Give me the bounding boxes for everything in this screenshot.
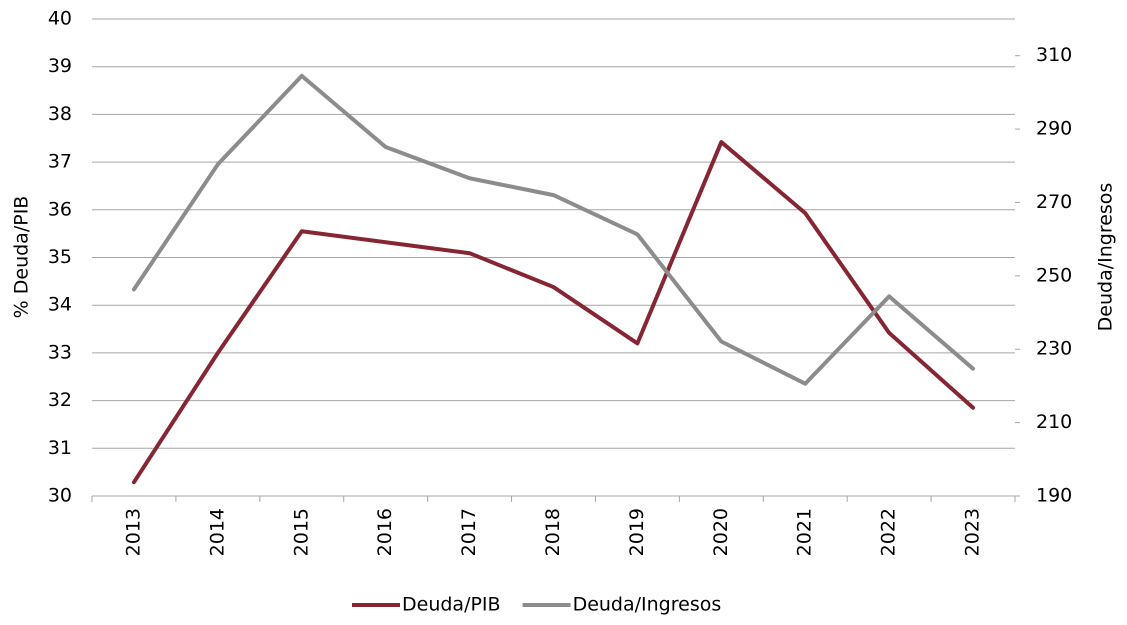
line-series (131, 140, 976, 485)
y-tick-label: 35 (48, 246, 72, 268)
x-tick-label: 2020 (710, 508, 732, 556)
x-tick-label: 2014 (206, 508, 228, 556)
x-tick-label: 2013 (122, 508, 144, 556)
x-tick-label: 2022 (878, 508, 900, 556)
y-tick-label: 38 (48, 103, 72, 125)
y-tick-label: 39 (48, 55, 72, 77)
y2-tick-label: 250 (1036, 264, 1072, 286)
y2-tick-label: 190 (1036, 485, 1072, 507)
y-tick-label: 31 (48, 437, 72, 459)
y2-axis-label: Deuda/Ingresos (1095, 183, 1117, 332)
y2-tick-label: 210 (1036, 411, 1072, 433)
legend-label: Deuda/Ingresos (573, 594, 722, 616)
y2-tick-label: 270 (1036, 191, 1072, 213)
x-tick-label: 2023 (962, 508, 984, 556)
y2-tick-label: 310 (1036, 44, 1072, 66)
legend-label: Deuda/PIB (402, 594, 501, 616)
x-tick-label: 2016 (374, 508, 396, 556)
y-tick-label: 36 (48, 198, 72, 220)
y-tick-label: 30 (48, 485, 72, 507)
y-tick-label: 32 (48, 389, 72, 411)
x-tick-label: 2021 (794, 508, 816, 556)
x-tick-label: 2019 (626, 508, 648, 556)
y-tick-label: 37 (48, 151, 72, 173)
y2-tick-label: 230 (1036, 338, 1072, 360)
y-tick-label: 40 (48, 8, 72, 30)
y-axis-label: % Deuda/PIB (11, 196, 33, 319)
x-tick-label: 2017 (458, 508, 480, 556)
y-tick-label: 33 (48, 341, 72, 363)
x-tick-label: 2015 (290, 508, 312, 556)
y-tick-label: 34 (48, 294, 72, 316)
y2-tick-label: 290 (1036, 118, 1072, 140)
x-tick-label: 2018 (542, 508, 564, 556)
line-series (131, 73, 976, 386)
